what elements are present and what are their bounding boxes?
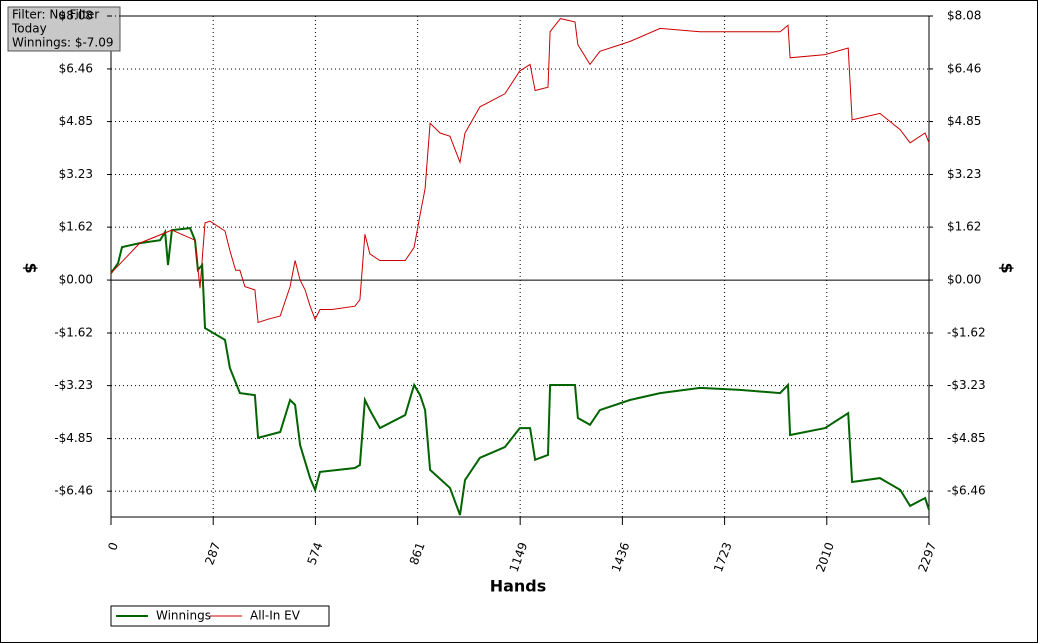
- x-tick-label: 0: [105, 540, 121, 552]
- y2-tick-label: $6.46: [947, 61, 981, 75]
- x-axis-label: Hands: [490, 577, 547, 596]
- info-text: Today: [11, 22, 47, 36]
- info-text: Winnings: $-7.09: [12, 36, 114, 50]
- y-tick-label: $1.62: [59, 220, 93, 234]
- y-tick-label: $6.46: [59, 61, 93, 75]
- legend-label: All-In EV: [250, 609, 301, 623]
- y2-tick-label: -$3.23: [947, 378, 986, 392]
- legend-label: Winnings: [156, 609, 211, 623]
- y2-tick-label: $8.08: [947, 9, 981, 23]
- y-tick-label: $4.85: [59, 114, 93, 128]
- y-tick-label: $3.23: [59, 167, 93, 181]
- y-tick-label: -$1.62: [54, 326, 93, 340]
- plot-area: [110, 15, 930, 518]
- y2-tick-label: $3.23: [947, 167, 981, 181]
- y-tick-label: -$4.85: [54, 431, 93, 445]
- y-tick-label: -$3.23: [54, 378, 93, 392]
- info-text: Filter: No Filter: [12, 8, 99, 22]
- y-axis-label: $: [22, 262, 41, 273]
- series-line: [110, 18, 930, 324]
- y2-tick-label: $0.00: [947, 273, 981, 287]
- y-tick-label: $0.00: [59, 273, 93, 287]
- y2-tick-label: $4.85: [947, 114, 981, 128]
- y2-tick-label: $1.62: [947, 220, 981, 234]
- y-tick-label: $8.08: [59, 9, 93, 23]
- y2-tick-label: -$1.62: [947, 326, 986, 340]
- y2-tick-label: -$4.85: [947, 431, 986, 445]
- y2-tick-label: -$6.46: [947, 484, 986, 498]
- info-box: [7, 6, 121, 52]
- series-line: [110, 227, 930, 516]
- y2-axis-label: $: [998, 262, 1017, 273]
- y-tick-label: -$6.46: [54, 484, 93, 498]
